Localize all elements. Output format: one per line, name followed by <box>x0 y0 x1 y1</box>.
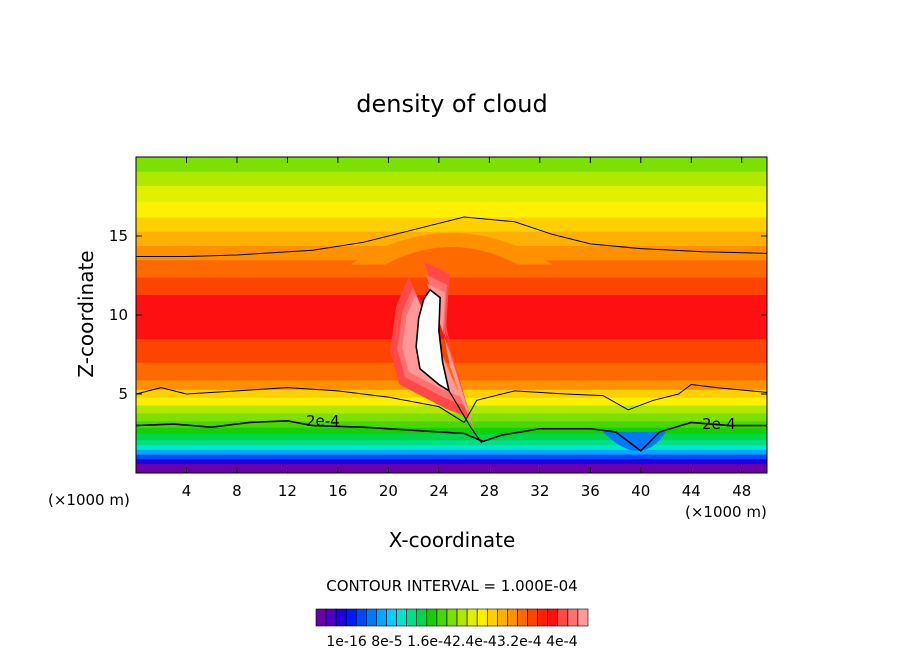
chart-title: density of cloud <box>356 90 547 118</box>
colorbar-swatch-23 <box>547 608 559 627</box>
colorbar-swatch-18 <box>497 608 508 627</box>
low-dip <box>602 431 667 451</box>
density-band-6 <box>136 433 767 441</box>
density-band-1 <box>136 458 767 465</box>
x-axis-ticks: 4 8 12 16 20 24 28 32 36 40 44 48 <box>182 157 751 500</box>
density-band-9 <box>136 412 767 422</box>
x-tick-label-6: 28 <box>480 482 499 500</box>
density-band-3 <box>136 449 767 455</box>
density-band-2 <box>136 454 767 460</box>
y-tick-label-1: 10 <box>109 306 128 324</box>
contour-mid <box>136 383 767 424</box>
colorbar-swatch-4 <box>355 608 367 627</box>
density-band-24 <box>136 171 767 186</box>
x-tick-label-5: 24 <box>429 482 448 500</box>
colorbar-swatch-26 <box>577 608 589 627</box>
colorbar-swatch-25 <box>567 608 579 627</box>
colorbar-swatch-12 <box>436 608 448 627</box>
colorbar-swatch-14 <box>456 608 468 627</box>
y-axis-label: Z-coordinate <box>74 250 98 377</box>
colorbar-swatch-7 <box>386 608 397 627</box>
colorbar-swatch-22 <box>537 608 549 627</box>
density-band-25 <box>136 157 767 172</box>
colorbar-swatch-17 <box>486 608 498 627</box>
colorbar-swatch-5 <box>366 608 377 627</box>
y-axis-ticks: 5 10 15 <box>109 227 767 403</box>
density-band-0 <box>136 463 767 473</box>
x-tick-label-0: 4 <box>182 482 192 500</box>
colorbar-swatch-2 <box>335 608 347 627</box>
x-unit-right: (×1000 m) <box>685 503 767 521</box>
colorbar-swatch-19 <box>507 608 518 627</box>
x-tick-label-11: 48 <box>732 482 751 500</box>
colorbar-labels: 1e-16 8e-5 1.6e-42.4e-43.2e-4 4e-4 <box>326 634 577 650</box>
density-band-5 <box>136 439 767 446</box>
contour-lines <box>136 216 767 452</box>
density-band-21 <box>136 217 767 232</box>
colorbar-swatch-1 <box>325 608 337 627</box>
density-band-23 <box>136 185 767 202</box>
x-tick-label-4: 20 <box>379 482 398 500</box>
y-tick-label-2: 15 <box>109 227 128 245</box>
x-tick-label-7: 32 <box>530 482 549 500</box>
x-tick-label-2: 12 <box>278 482 297 500</box>
density-field <box>136 157 767 473</box>
x-tick-label-8: 36 <box>581 482 600 500</box>
colorbar-swatch-20 <box>517 608 528 627</box>
contour-label-left: 2e-4 <box>306 412 340 430</box>
x-tick-label-3: 16 <box>328 482 347 500</box>
density-band-22 <box>136 201 767 218</box>
density-band-4 <box>136 444 767 450</box>
colorbar-swatch-11 <box>426 608 438 627</box>
x-tick-label-1: 8 <box>232 482 242 500</box>
density-band-7 <box>136 427 767 434</box>
colorbar-swatch-9 <box>406 608 418 627</box>
colorbar <box>315 608 589 627</box>
colorbar-swatch-13 <box>446 608 458 627</box>
core-tail-contour <box>448 390 483 444</box>
colorbar-swatch-8 <box>396 608 407 627</box>
colorbar-swatch-15 <box>466 608 478 627</box>
x-axis-label: X-coordinate <box>389 528 516 552</box>
colorbar-swatch-3 <box>345 608 357 627</box>
contour-interval-text: CONTOUR INTERVAL = 1.000E-04 <box>326 577 577 595</box>
cloud-core <box>415 288 451 393</box>
contour-upper <box>136 216 767 258</box>
colorbar-swatch-0 <box>315 608 327 627</box>
colorbar-swatch-6 <box>376 608 387 627</box>
x-tick-label-10: 44 <box>682 482 701 500</box>
colorbar-swatch-10 <box>416 608 428 627</box>
density-band-8 <box>136 420 767 428</box>
density-band-17 <box>136 277 767 295</box>
colorbar-swatch-16 <box>476 608 488 627</box>
contour-2e-4 <box>136 420 767 452</box>
upper-bulge-inner <box>369 247 534 274</box>
x-tick-label-9: 40 <box>631 482 650 500</box>
colorbar-swatch-21 <box>527 608 538 627</box>
x-unit-left: (×1000 m) <box>48 491 130 509</box>
contour-label-right: 2e-4 <box>702 415 736 433</box>
colorbar-swatch-24 <box>557 608 569 627</box>
density-band-14 <box>136 362 767 381</box>
y-tick-label-0: 5 <box>118 385 128 403</box>
density-band-16 <box>136 294 767 340</box>
